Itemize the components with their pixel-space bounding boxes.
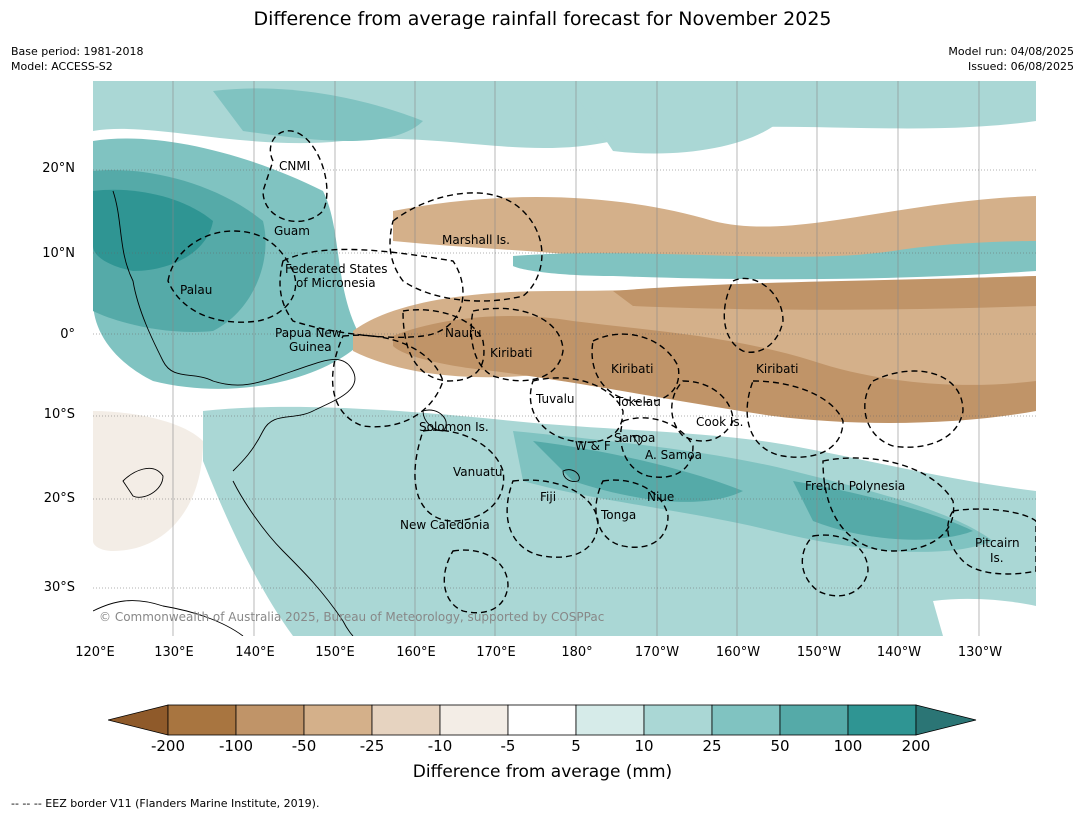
colorbar-tick-label: -25	[359, 737, 385, 755]
colorbar-segment	[779, 704, 849, 736]
colorbar-tick-label: 25	[702, 737, 722, 755]
label-kiribati-c: Kiribati	[611, 362, 653, 376]
label-cook: Cook Is.	[696, 415, 743, 429]
label-fiji: Fiji	[540, 490, 556, 504]
label-asamoa: A. Samoa	[645, 448, 702, 462]
label-tuvalu: Tuvalu	[535, 392, 575, 406]
label-niue: Niue	[647, 490, 674, 504]
label-solomon: Solomon Is.	[419, 420, 489, 434]
colorbar-segment	[439, 704, 509, 736]
label-samoa: Samoa	[614, 431, 655, 445]
region-labels: CNMI Guam Marshall Is. Federated States …	[180, 159, 1020, 565]
label-png-2: Guinea	[289, 340, 332, 354]
map-canvas: CNMI Guam Marshall Is. Federated States …	[93, 81, 1036, 636]
label-frenchpoly: French Polynesia	[805, 479, 905, 493]
lon-label-140e: 140°E	[235, 645, 275, 660]
lon-label-120e: 120°E	[75, 645, 115, 660]
colorbar-tick-label: 5	[571, 737, 581, 755]
label-nauru: Nauru	[445, 326, 481, 340]
map-title: Difference from average rainfall forecas…	[253, 8, 832, 30]
colorbar-segment	[507, 704, 577, 736]
lon-label-150e: 150°E	[315, 645, 355, 660]
label-marshall: Marshall Is.	[442, 233, 510, 247]
label-tonga: Tonga	[600, 508, 636, 522]
colorbar-tick-label: 100	[833, 737, 863, 755]
label-pitcairn-2: Is.	[990, 551, 1004, 565]
lat-label-eq: 0°	[60, 327, 75, 342]
eez-borders	[167, 130, 1036, 614]
colorbar-segment	[711, 704, 781, 736]
label-kiribati-w: Kiribati	[490, 346, 532, 360]
lat-label-10n: 10°N	[42, 246, 75, 261]
lon-label-140w: 140°W	[876, 645, 922, 660]
colorbar-tick-label: -5	[500, 737, 516, 755]
colorbar-svg	[107, 704, 977, 736]
colorbar-tick-label: -100	[218, 737, 254, 755]
colorbar-tick-label: -10	[427, 737, 453, 755]
colorbar-extend-low	[107, 704, 169, 736]
label-guam: Guam	[274, 224, 310, 238]
colorbar-segment	[371, 704, 441, 736]
label-wf: W & F	[575, 439, 611, 453]
lat-label-30s: 30°S	[43, 580, 75, 595]
issued-text: Issued: 06/08/2025	[967, 60, 1074, 73]
meta-left: Base period: 1981-2018 Model: ACCESS-S2	[11, 44, 143, 74]
colorbar-tick-label: 200	[901, 737, 931, 755]
lon-label-160w: 160°W	[715, 645, 761, 660]
colorbar-tick-label: 10	[634, 737, 654, 755]
lon-label-130e: 130°E	[154, 645, 194, 660]
label-tokelau: Tokelau	[615, 395, 661, 409]
colorbar-tick-label: 50	[770, 737, 790, 755]
lat-label-20n: 20°N	[42, 161, 75, 176]
lon-label-180: 180°	[561, 645, 593, 660]
colorbar-title: Difference from average (mm)	[412, 762, 673, 782]
lon-label-130w: 130°W	[957, 645, 1003, 660]
rainfall-map: CNMI Guam Marshall Is. Federated States …	[93, 81, 1036, 636]
model-text: Model: ACCESS-S2	[11, 60, 113, 73]
lat-gridlines	[93, 169, 1036, 589]
label-fsm-1: Federated States	[285, 262, 387, 276]
meta-right: Model run: 04/08/2025 Issued: 06/08/2025	[948, 44, 1074, 74]
lon-label-170w: 170°W	[634, 645, 680, 660]
copyright-text: © Commonwealth of Australia 2025, Bureau…	[99, 610, 605, 624]
label-png-1: Papua New	[275, 326, 342, 340]
lon-label-150w: 150°W	[796, 645, 842, 660]
anomaly-fill	[93, 81, 1036, 636]
label-pitcairn-1: Pitcairn	[975, 536, 1020, 550]
model-run-text: Model run: 04/08/2025	[948, 45, 1074, 58]
colorbar-extend-high	[915, 704, 977, 736]
colorbar-segment	[847, 704, 917, 736]
label-newcal: New Caledonia	[400, 518, 490, 532]
gridlines	[172, 81, 980, 636]
colorbar-segment	[303, 704, 373, 736]
base-period-text: Base period: 1981-2018	[11, 45, 144, 58]
label-cnmi: CNMI	[279, 159, 310, 173]
colorbar-segment	[643, 704, 713, 736]
label-palau: Palau	[180, 283, 212, 297]
label-kiribati-e: Kiribati	[756, 362, 798, 376]
colorbar-segment	[167, 704, 237, 736]
colorbar-tick-label: -200	[150, 737, 186, 755]
lon-label-160e: 160°E	[396, 645, 436, 660]
colorbar	[107, 704, 978, 740]
colorbar-tick-label: -50	[291, 737, 317, 755]
lon-label-170e: 170°E	[476, 645, 516, 660]
lat-label-20s: 20°S	[43, 491, 75, 506]
colorbar-segment	[235, 704, 305, 736]
colorbar-segment	[575, 704, 645, 736]
label-vanuatu: Vanuatu	[453, 465, 503, 479]
label-fsm-2: of Micronesia	[296, 276, 376, 290]
eez-footnote: -- -- -- EEZ border V11 (Flanders Marine…	[11, 797, 320, 810]
lat-label-10s: 10°S	[43, 407, 75, 422]
